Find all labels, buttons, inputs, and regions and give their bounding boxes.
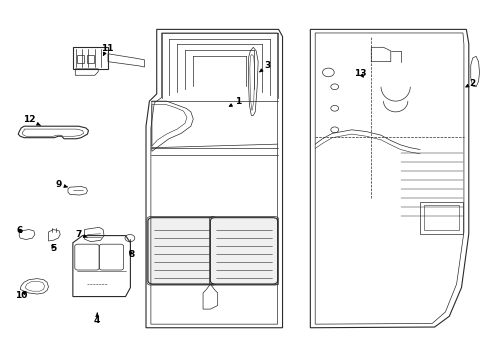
Text: 8: 8 [128, 250, 134, 259]
FancyBboxPatch shape [210, 218, 277, 284]
Text: 12: 12 [22, 115, 41, 125]
Text: 4: 4 [94, 313, 100, 325]
FancyBboxPatch shape [148, 218, 215, 284]
Text: 9: 9 [55, 180, 67, 189]
Text: 5: 5 [50, 244, 57, 253]
Text: 13: 13 [354, 69, 366, 78]
Text: 2: 2 [465, 79, 475, 88]
Text: 11: 11 [101, 44, 113, 55]
Text: 6: 6 [16, 226, 22, 235]
Text: 3: 3 [259, 61, 270, 72]
Text: 1: 1 [229, 96, 241, 106]
Text: 7: 7 [75, 230, 87, 239]
Text: 10: 10 [15, 291, 27, 300]
